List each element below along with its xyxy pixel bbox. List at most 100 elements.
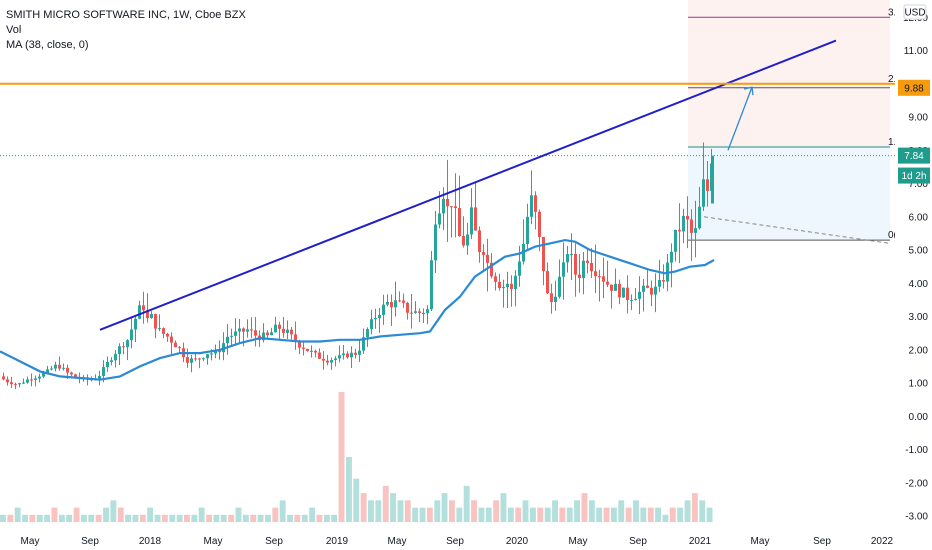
- candle-body: [546, 271, 549, 294]
- volume-bar: [434, 500, 441, 522]
- price-tag-label: 9.88: [904, 83, 924, 94]
- candle-body: [450, 206, 453, 208]
- candle-body: [178, 347, 181, 349]
- volume-bar: [566, 507, 573, 522]
- volume-bar: [220, 514, 227, 522]
- candle-body: [506, 283, 509, 288]
- price-tick-label: 4.00: [909, 279, 929, 290]
- candle-body: [478, 230, 481, 253]
- volume-bar: [338, 392, 345, 522]
- projection-arrow: [727, 86, 753, 151]
- candle-body: [562, 262, 565, 277]
- volume-bar: [7, 514, 14, 522]
- volume-bar: [110, 500, 117, 522]
- dashed-projection: [703, 216, 891, 244]
- volume-bar: [198, 507, 205, 522]
- volume-bar: [574, 500, 580, 522]
- candle-body: [634, 298, 637, 300]
- candle-body: [482, 252, 485, 255]
- volume-bar: [323, 514, 330, 522]
- volume-bar: [235, 507, 242, 522]
- currency-box: [903, 4, 927, 20]
- target-zone: [688, 0, 890, 147]
- candle-body: [566, 254, 569, 263]
- candle-body: [526, 216, 529, 245]
- volume-bar: [331, 514, 338, 522]
- time-tick-label: May: [21, 536, 40, 547]
- candle-body: [410, 312, 413, 314]
- candle-body: [214, 350, 217, 354]
- candle-body: [486, 254, 489, 263]
- volume-bar: [147, 507, 154, 522]
- candle-body: [262, 332, 265, 341]
- candle-body: [54, 364, 57, 369]
- volume-bar: [139, 514, 146, 522]
- volume-bar: [544, 507, 551, 522]
- candle-body: [66, 367, 69, 373]
- volume-bar: [132, 514, 139, 522]
- candle-body: [98, 375, 101, 380]
- candle-body: [690, 219, 693, 233]
- price-tag: [898, 147, 930, 164]
- candle-body: [578, 274, 581, 279]
- volume-bar: [419, 507, 426, 522]
- volume-bar: [382, 485, 389, 522]
- candle-body: [550, 293, 553, 302]
- volume-bar: [581, 493, 588, 522]
- candle-body: [574, 253, 577, 275]
- candle-body: [370, 319, 373, 330]
- candle-body: [210, 353, 213, 355]
- volume-bar: [272, 507, 279, 522]
- currency-label: USD: [904, 8, 925, 19]
- candle-body: [134, 318, 137, 330]
- candle-body: [442, 198, 445, 214]
- candle-body: [702, 179, 705, 207]
- candle-body: [50, 368, 53, 370]
- candle-body: [586, 260, 589, 263]
- candle-body: [418, 311, 421, 313]
- volume-bar: [360, 493, 367, 522]
- volume-bar: [117, 507, 124, 522]
- symbol-title[interactable]: SMITH MICRO SOFTWARE INC, 1W, Cboe BZX: [6, 9, 246, 21]
- candle-body: [106, 361, 109, 368]
- time-tick-label: Sep: [81, 536, 99, 547]
- candle-body: [698, 206, 701, 229]
- time-tick-label: Sep: [813, 536, 831, 547]
- volume-legend[interactable]: Vol: [6, 24, 22, 36]
- candle-body: [218, 350, 221, 353]
- candle-body: [350, 352, 353, 358]
- candle-body: [430, 260, 433, 310]
- volume-bar: [0, 514, 6, 522]
- candle-body: [306, 348, 309, 351]
- candle-body: [470, 207, 473, 235]
- candle-body: [398, 300, 401, 302]
- candle-body: [198, 358, 201, 360]
- arrow-head: [743, 86, 754, 96]
- candle-body: [230, 335, 233, 337]
- volume-bar: [691, 493, 698, 522]
- volume-bar: [471, 500, 477, 522]
- candle-body: [570, 253, 573, 255]
- candle-body: [102, 367, 105, 376]
- volume-bar: [699, 500, 706, 522]
- candle-body: [202, 358, 205, 360]
- candle-body: [606, 281, 609, 285]
- candle-body: [390, 302, 393, 308]
- candle-body: [154, 314, 157, 329]
- volume-bar: [662, 514, 669, 522]
- volume-bar: [154, 514, 161, 522]
- candle-body: [246, 329, 249, 332]
- volume-bar: [169, 514, 176, 522]
- candle-body: [674, 229, 677, 252]
- candle-body: [274, 324, 277, 333]
- volume-bar: [228, 514, 235, 522]
- ma-legend[interactable]: MA (38, close, 0): [6, 39, 89, 51]
- volume-bar: [677, 507, 684, 522]
- candle-body: [18, 383, 21, 385]
- candle-body: [602, 276, 605, 282]
- volume-bar: [368, 500, 374, 522]
- candle-body: [294, 334, 297, 342]
- volume-bar: [353, 478, 360, 522]
- candle-body: [226, 336, 229, 344]
